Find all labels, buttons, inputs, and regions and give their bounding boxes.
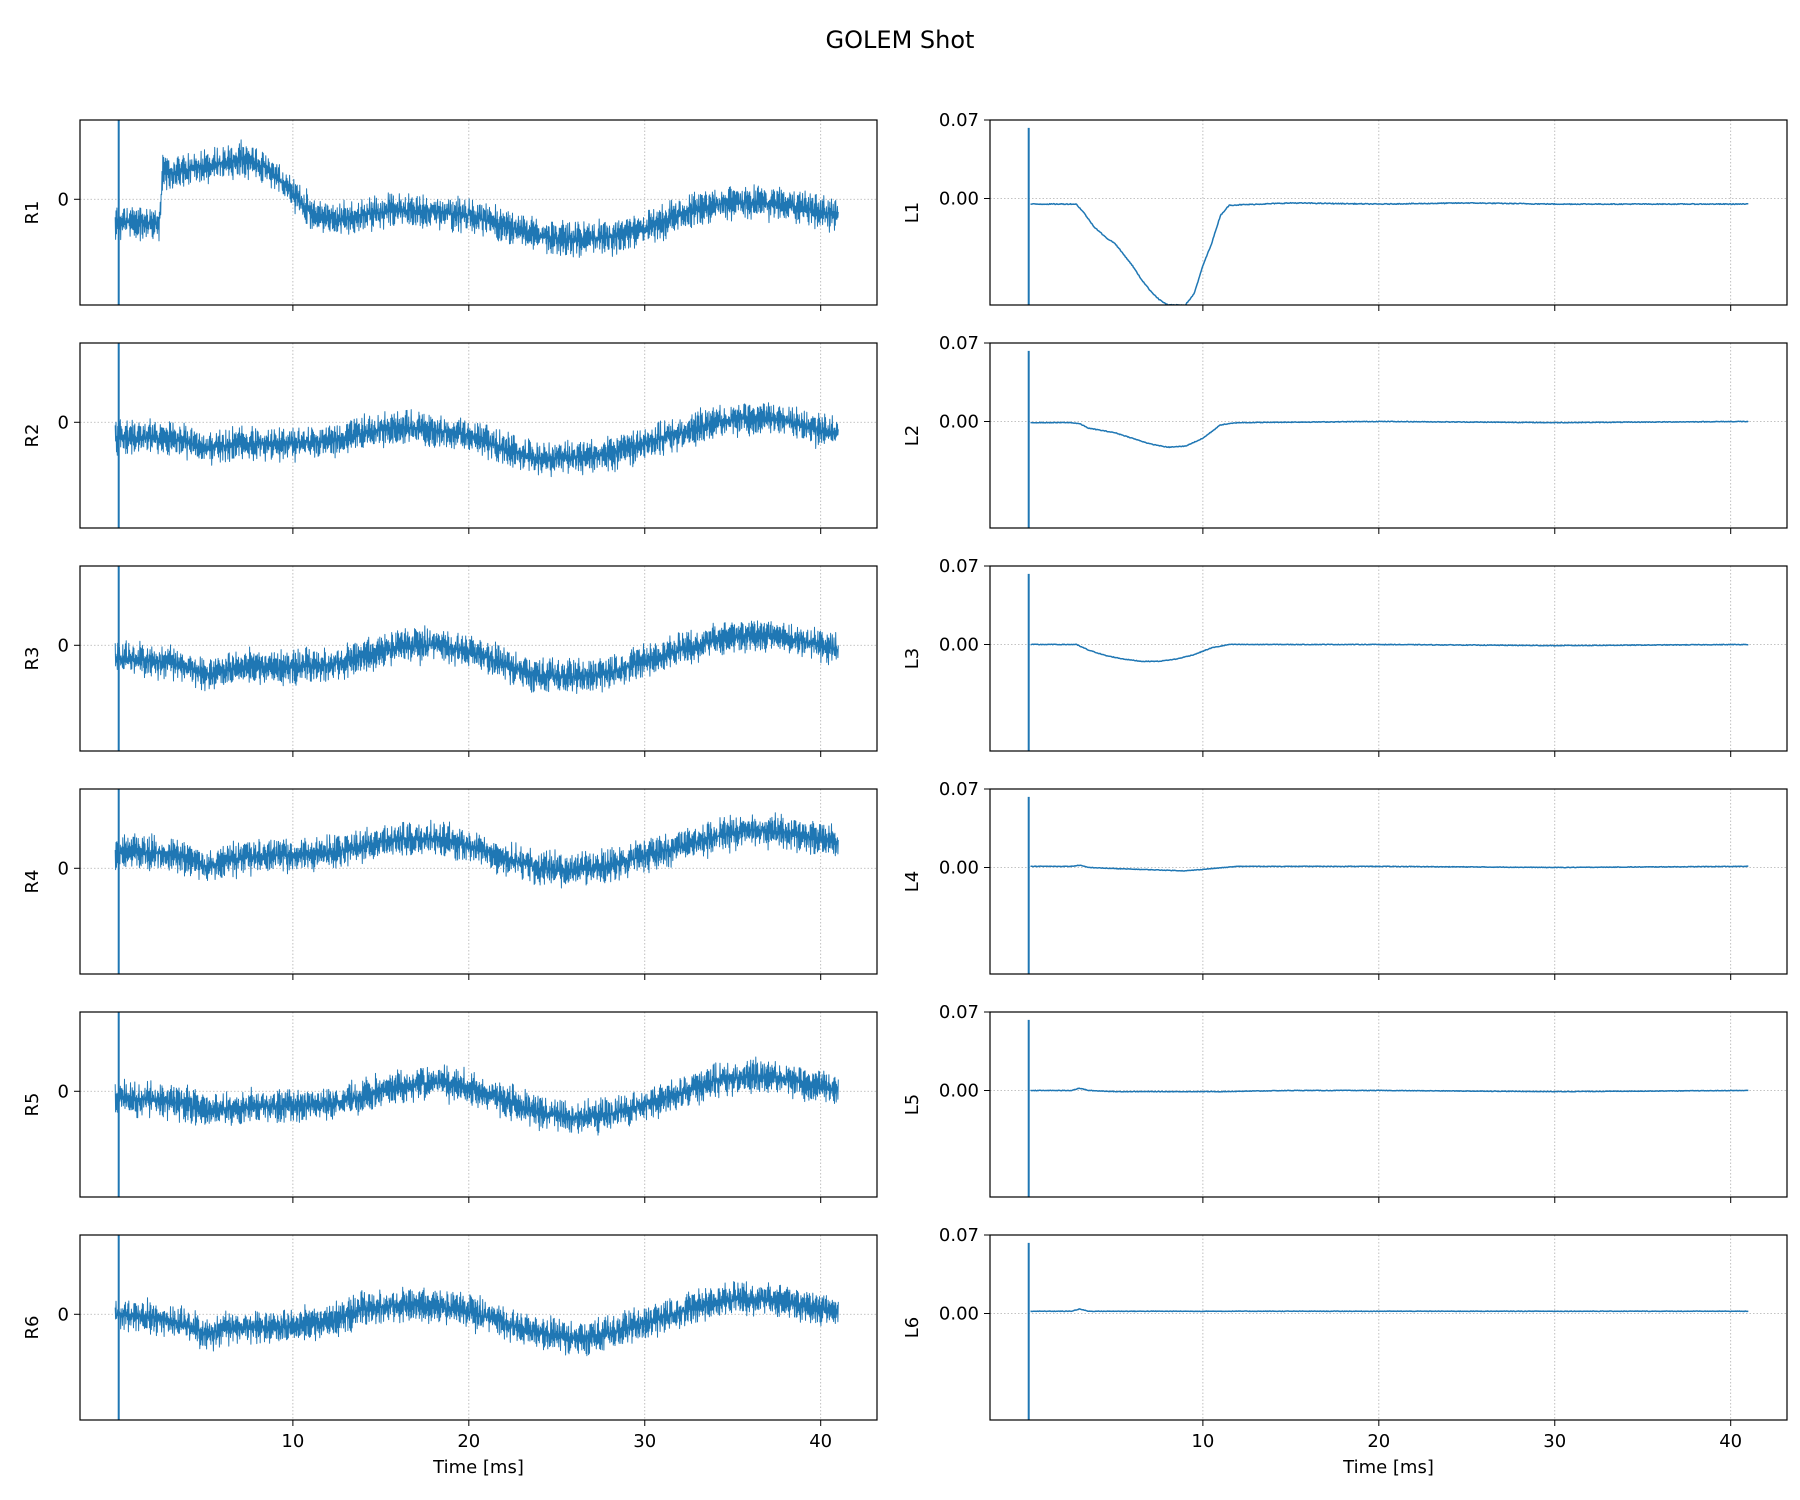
- series-R6: [114, 1235, 839, 1420]
- y-tick-label: 0.00: [939, 634, 979, 655]
- x-axis-label: Time [ms]: [1342, 1457, 1434, 1478]
- series-L2: [1027, 350, 1749, 528]
- y-tick-label: 0.07: [939, 333, 979, 354]
- x-tick-label: 20: [457, 1431, 480, 1452]
- axes-frame: [79, 342, 878, 529]
- y-tick-label: 0.00: [939, 188, 979, 209]
- left-panel-R5: 0 R5: [22, 1011, 878, 1203]
- y-axis-label: R4: [22, 870, 43, 894]
- series-R2: [114, 343, 839, 528]
- right-panel-L3: 0.07 0.00 L3: [902, 556, 1788, 757]
- axes-frame: [989, 788, 1788, 975]
- series-R3: [114, 566, 839, 751]
- y-axis-label: R5: [22, 1093, 43, 1117]
- series-line-L3: [1030, 643, 1749, 663]
- series-line-R5: [114, 1056, 839, 1136]
- series-line-L5: [1030, 1087, 1749, 1093]
- axes-frame: [79, 1011, 878, 1198]
- y-axis-label: R3: [22, 647, 43, 671]
- right-panel-L6: 10 20 30 40 0.07 0.00 L6 Time [ms]: [902, 1225, 1788, 1478]
- y-tick-label: 0.00: [939, 411, 979, 432]
- series-L1: [1027, 127, 1749, 305]
- series-line-R4: [114, 812, 839, 889]
- axes-frame: [79, 565, 878, 752]
- y-axis-label: L3: [902, 648, 923, 669]
- y-tick-label: 0.07: [939, 1225, 979, 1246]
- y-axis-label: L6: [902, 1317, 923, 1338]
- right-panel-L1: 0.07 0.00 L1: [902, 110, 1788, 311]
- y-axis-label: R6: [22, 1316, 43, 1340]
- series-line-R2: [114, 402, 839, 478]
- y-tick-label: 0.00: [939, 857, 979, 878]
- right-panel-L5: 0.07 0.00 L5: [902, 1002, 1788, 1203]
- y-tick-label: 0: [58, 189, 69, 210]
- series-line-L4: [1030, 864, 1749, 872]
- axes-frame: [989, 342, 1788, 529]
- series-L5: [1027, 1019, 1749, 1197]
- x-tick-label: 30: [1543, 1431, 1566, 1452]
- y-tick-label: 0: [58, 635, 69, 656]
- series-line-R3: [114, 620, 839, 694]
- y-axis-label: L1: [902, 202, 923, 223]
- y-axis-label: L4: [902, 871, 923, 892]
- y-tick-label: 0: [58, 858, 69, 879]
- x-tick-label: 10: [281, 1431, 304, 1452]
- axes-frame: [79, 1234, 878, 1421]
- right-panel-L2: 0.07 0.00 L2: [902, 333, 1788, 534]
- axes-frame: [79, 788, 878, 975]
- y-tick-label: 0: [58, 1081, 69, 1102]
- left-panel-R2: 0 R2: [22, 342, 878, 534]
- series-line-R6: [114, 1281, 839, 1357]
- series-L3: [1027, 573, 1749, 751]
- y-axis-label: L2: [902, 425, 923, 446]
- left-panel-R6: 10 20 30 40 0 R6 Time [ms]: [22, 1234, 878, 1478]
- series-line-L2: [1030, 420, 1749, 449]
- y-tick-label: 0: [58, 1304, 69, 1325]
- series-L6: [1027, 1242, 1749, 1420]
- series-R4: [114, 789, 839, 974]
- series-line-L6: [1030, 1308, 1749, 1313]
- left-panel-R1: 0 R1: [22, 119, 878, 311]
- y-axis-label: L5: [902, 1094, 923, 1115]
- x-tick-label: 10: [1191, 1431, 1214, 1452]
- figure-title: GOLEM Shot: [825, 26, 975, 54]
- y-tick-label: 0.07: [939, 779, 979, 800]
- x-axis-label: Time [ms]: [432, 1457, 524, 1478]
- x-tick-label: 20: [1367, 1431, 1390, 1452]
- left-panel-R3: 0 R3: [22, 565, 878, 757]
- y-tick-label: 0.07: [939, 556, 979, 577]
- x-tick-label: 30: [633, 1431, 656, 1452]
- axes-frame: [989, 565, 1788, 752]
- axes-frame: [989, 1011, 1788, 1198]
- y-axis-label: R1: [22, 201, 43, 225]
- series-L4: [1027, 796, 1749, 974]
- series-line-R1: [114, 139, 839, 258]
- axes-frame: [989, 119, 1788, 306]
- axes-frame: [989, 1234, 1788, 1421]
- y-tick-label: 0.00: [939, 1080, 979, 1101]
- series-line-L1: [1030, 201, 1749, 305]
- y-tick-label: 0.07: [939, 110, 979, 131]
- series-R1: [114, 120, 839, 305]
- right-panel-L4: 0.07 0.00 L4: [902, 779, 1788, 980]
- y-tick-label: 0.00: [939, 1303, 979, 1324]
- y-axis-label: R2: [22, 424, 43, 448]
- x-tick-label: 40: [809, 1431, 832, 1452]
- axes-frame: [79, 119, 878, 306]
- x-tick-label: 40: [1719, 1431, 1742, 1452]
- series-R5: [114, 1012, 839, 1197]
- left-panel-R4: 0 R4: [22, 788, 878, 980]
- y-tick-label: 0.07: [939, 1002, 979, 1023]
- y-tick-label: 0: [58, 412, 69, 433]
